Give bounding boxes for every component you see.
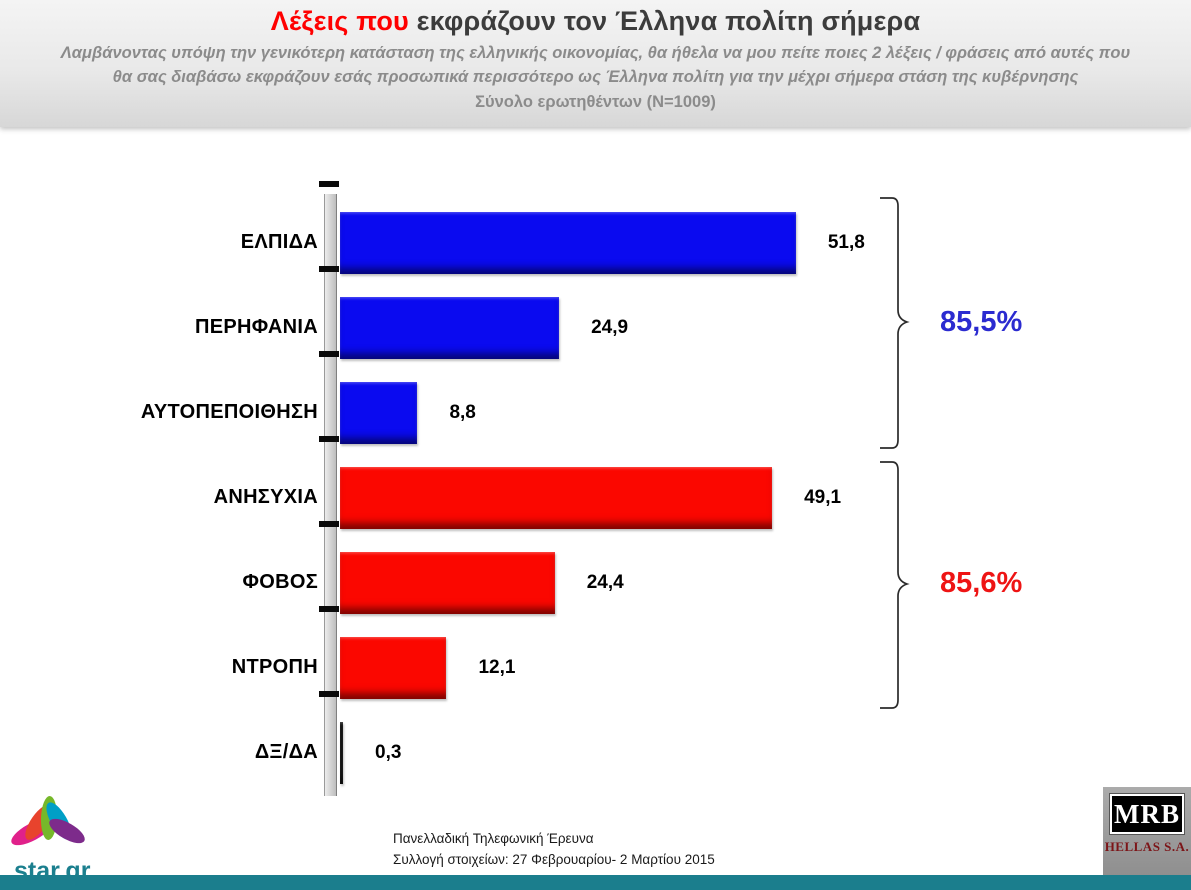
bar-row: ΦΟΒΟΣ 24,4	[0, 520, 1191, 625]
bar-label: ΔΞ/ΔΑ	[254, 741, 318, 763]
bar	[340, 381, 418, 444]
survey-question-line2: θα σας διαβάσω εκφράζουν εσάς προσωπικά …	[112, 67, 1079, 86]
footer-accent-bar	[0, 875, 1191, 890]
page-title: Λέξεις που εκφράζουν τον Έλληνα πολίτη σ…	[0, 6, 1191, 37]
bar-value: 8,8	[449, 401, 476, 423]
group-bracket-negative	[880, 461, 910, 709]
bar-row: ΠΕΡΗΦΑΝΙΑ 24,9	[0, 265, 1191, 370]
bar-label: ΠΕΡΗΦΑΝΙΑ	[194, 316, 318, 338]
bar-label: ΑΥΤΟΠΕΠΟΙΘΗΣΗ	[140, 401, 318, 423]
bar-area: 24,9	[319, 265, 1191, 359]
bar-value: 0,3	[375, 741, 402, 763]
bar-area: 0,3	[319, 690, 1191, 784]
survey-question-line1: Λαμβάνοντας υπόψη την γενικότερη κατάστα…	[60, 44, 1131, 62]
group-total-positive: 85,5%	[940, 306, 1023, 338]
page-title-highlight: Λέξεις που	[270, 6, 409, 36]
bar-value: 49,1	[804, 486, 842, 508]
y-axis	[324, 194, 337, 796]
axis-tick	[319, 690, 339, 697]
survey-question: Λαμβάνοντας υπόψη την γενικότερη κατάστα…	[0, 42, 1191, 90]
group-bracket-positive	[880, 197, 910, 449]
header: Λέξεις που εκφράζουν τον Έλληνα πολίτη σ…	[0, 0, 1191, 127]
sample-size: Σύνολο ερωτηθέντων (N=1009)	[475, 92, 716, 111]
bar-value: 12,1	[478, 656, 516, 678]
bar-row: ΝΤΡΟΠΗ 12,1	[0, 605, 1191, 710]
bar-area: 49,1	[319, 435, 1191, 529]
mrb-logo: MRB HELLAS S.A.	[1103, 787, 1191, 875]
bar-label: ΦΟΒΟΣ	[242, 571, 318, 593]
group-total-negative: 85,6%	[940, 567, 1023, 599]
star-gr-flower-icon	[11, 796, 85, 846]
bar	[340, 211, 796, 274]
bar-label: ΑΝΗΣΥΧΙΑ	[213, 486, 318, 508]
bar-row: ΑΥΤΟΠΕΠΟΙΘΗΣΗ 8,8	[0, 350, 1191, 455]
bar-rows: ΕΛΠΙΔΑ 51,8 ΠΕΡΗΦΑΝΙΑ 24,9 ΑΥΤΟΠΕΠΟΙΘΗΣΗ	[0, 180, 1191, 795]
bar-value: 24,4	[586, 571, 624, 593]
bar-row: ΕΛΠΙΔΑ 51,8	[0, 180, 1191, 285]
axis-tick	[319, 265, 339, 272]
bar-chart: ΕΛΠΙΔΑ 51,8 ΠΕΡΗΦΑΝΙΑ 24,9 ΑΥΤΟΠΕΠΟΙΘΗΣΗ	[0, 180, 1191, 816]
bar-value: 24,9	[591, 316, 629, 338]
axis-tick	[319, 605, 339, 612]
axis-tick	[319, 520, 339, 527]
star-gr-logo: star.gr	[8, 790, 118, 886]
bar	[340, 636, 447, 699]
source-line2: Συλλογή στοιχείων: 27 Φεβρουαρίου- 2 Μαρ…	[393, 852, 715, 867]
bar-label: ΝΤΡΟΠΗ	[231, 656, 318, 678]
axis-tick	[319, 350, 339, 357]
bar-row: ΔΞ/ΔΑ 0,3	[0, 690, 1191, 795]
source-line1: Πανελλαδική Τηλεφωνική Έρευνα	[393, 831, 594, 846]
axis-tick	[319, 180, 339, 187]
bar-label: ΕΛΠΙΔΑ	[240, 231, 318, 253]
bar-area: 8,8	[319, 350, 1191, 444]
bar	[340, 551, 555, 614]
bar-area: 12,1	[319, 605, 1191, 699]
bar	[340, 296, 560, 359]
axis-tick	[319, 435, 339, 442]
bar	[340, 466, 773, 529]
bar-value: 51,8	[827, 231, 865, 253]
page-title-rest: εκφράζουν τον Έλληνα πολίτη σήμερα	[408, 6, 921, 36]
mrb-wordmark: MRB	[1109, 792, 1185, 836]
bar	[340, 721, 343, 784]
bar-area: 24,4	[319, 520, 1191, 614]
mrb-subtitle: HELLAS S.A.	[1104, 839, 1190, 855]
bar-area: 51,8	[319, 180, 1191, 274]
bar-row: ΑΝΗΣΥΧΙΑ 49,1	[0, 435, 1191, 540]
